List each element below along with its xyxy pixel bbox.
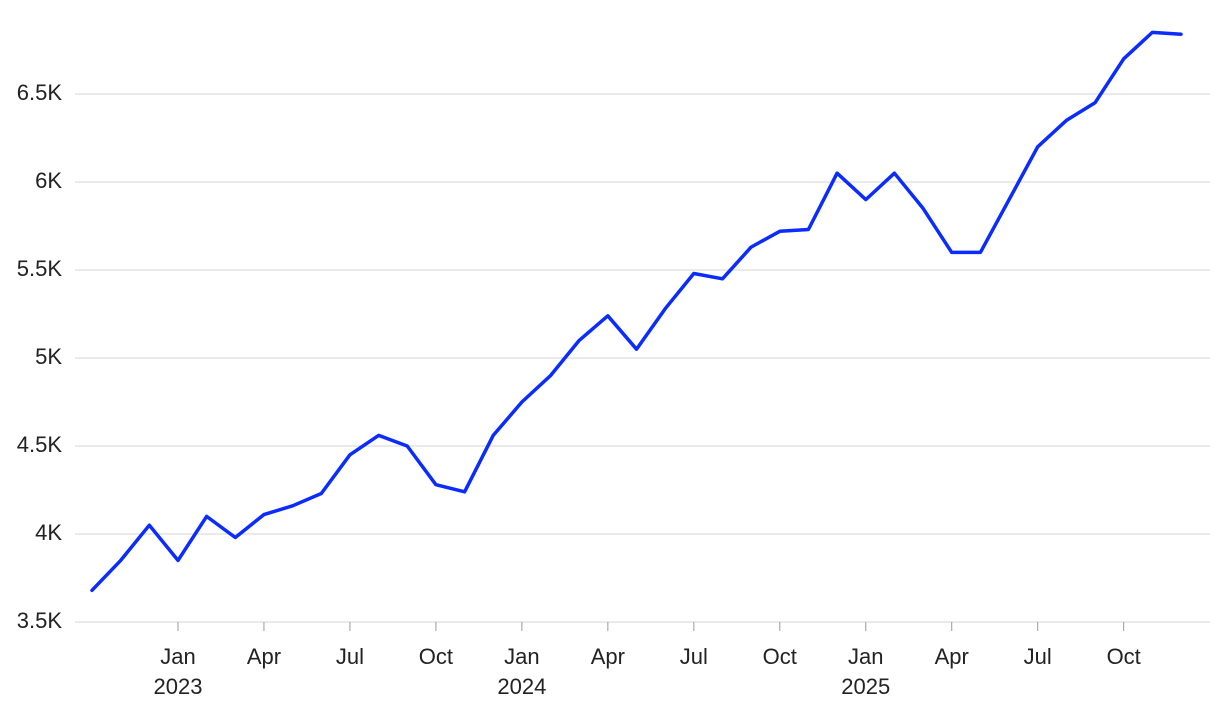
y-tick-label: 4K — [35, 520, 62, 545]
x-tick-label: Apr — [591, 644, 625, 669]
x-tick-label: Apr — [935, 644, 969, 669]
y-tick-label: 4.5K — [17, 432, 63, 457]
x-tick-year: 2024 — [497, 674, 546, 699]
y-tick-label: 5K — [35, 344, 62, 369]
x-tick-label: Jul — [336, 644, 364, 669]
x-tick-year: 2025 — [841, 674, 890, 699]
series-line — [90, 30, 1183, 593]
x-tick-label: Jan — [848, 644, 883, 669]
x-tick-label: Oct — [763, 644, 797, 669]
x-tick-label: Apr — [247, 644, 281, 669]
x-tick-label: Jul — [1024, 644, 1052, 669]
y-tick-label: 5.5K — [17, 256, 63, 281]
x-tick-label: Oct — [419, 644, 453, 669]
x-tick-label: Jan — [160, 644, 195, 669]
x-tick-label: Jul — [680, 644, 708, 669]
y-tick-label: 6.5K — [17, 80, 63, 105]
x-tick-year: 2023 — [153, 674, 202, 699]
x-tick-label: Oct — [1107, 644, 1141, 669]
y-tick-label: 6K — [35, 168, 62, 193]
x-tick-label: Jan — [504, 644, 539, 669]
y-tick-label: 3.5K — [17, 608, 63, 633]
